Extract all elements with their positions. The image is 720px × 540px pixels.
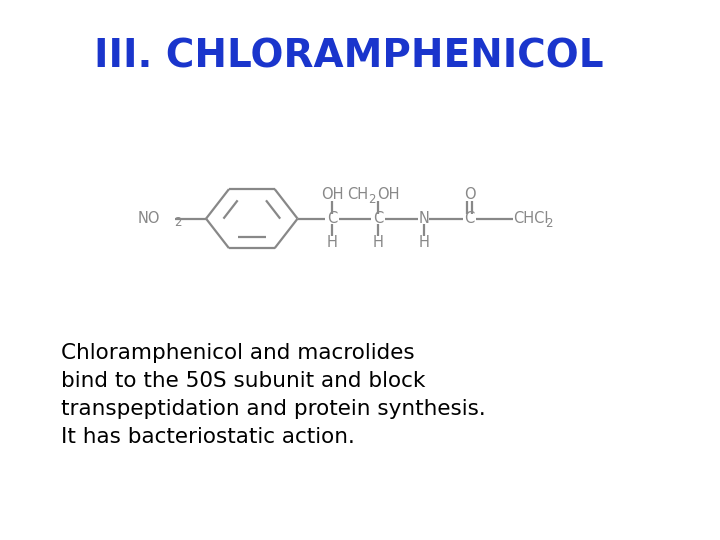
Text: C: C: [464, 211, 474, 226]
Text: III. CHLORAMPHENICOL: III. CHLORAMPHENICOL: [94, 38, 603, 76]
Text: 2: 2: [368, 193, 375, 206]
Text: CH: CH: [347, 187, 368, 202]
Text: 2: 2: [174, 217, 181, 230]
Text: C: C: [373, 211, 383, 226]
Text: 2: 2: [545, 217, 553, 230]
Text: H: H: [372, 235, 383, 250]
Text: C: C: [327, 211, 337, 226]
Text: CHCl: CHCl: [513, 211, 549, 226]
Text: H: H: [418, 235, 429, 250]
Text: O: O: [464, 187, 475, 202]
Text: N: N: [418, 211, 429, 226]
Text: H: H: [327, 235, 338, 250]
Text: NO: NO: [138, 211, 160, 226]
Text: OH: OH: [377, 187, 400, 202]
Text: OH: OH: [321, 187, 343, 202]
Text: Chloramphenicol and macrolides
bind to the 50S subunit and block
transpeptidatio: Chloramphenicol and macrolides bind to t…: [61, 343, 486, 447]
